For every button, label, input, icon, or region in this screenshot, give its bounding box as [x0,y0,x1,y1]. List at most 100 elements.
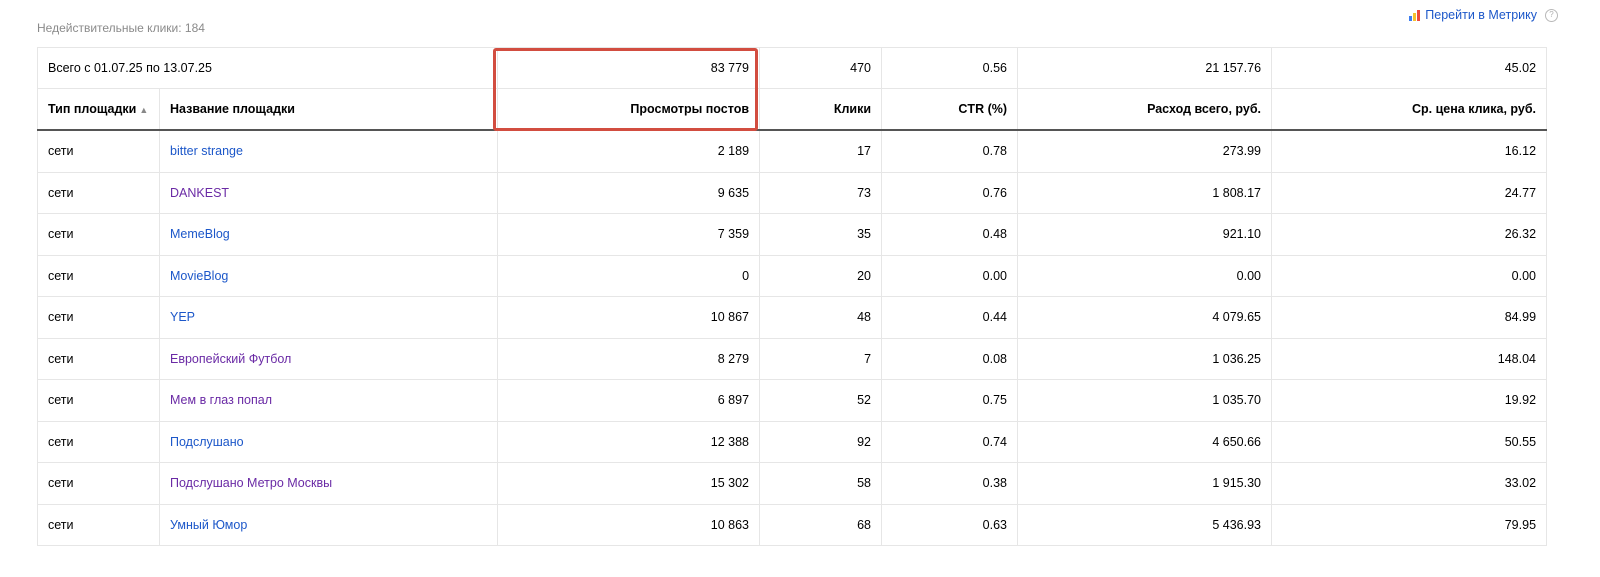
placement-type-cell: сети [37,213,160,256]
ctr-cell: 0.76 [881,171,1019,214]
spend-cell: 5 436.93 [1017,503,1273,546]
cpc-cell: 26.32 [1271,213,1548,256]
total-row: Всего с 01.07.25 по 13.07.25 83 779 470 … [36,47,1548,89]
views-cell: 7 359 [497,213,761,256]
placement-type-cell: сети [37,254,160,297]
placement-type-cell: сети [37,129,160,173]
views-cell: 9 635 [497,171,761,214]
table-row: сети Умный Юмор 10 863 68 0.63 5 436.93 79.95 [37,503,1548,546]
ctr-cell: 0.38 [881,462,1019,505]
views-cell: 0 [497,254,761,297]
ctr-cell: 0.08 [881,337,1019,380]
views-cell: 12 388 [497,420,761,463]
cpc-cell: 24.77 [1271,171,1548,214]
spend-cell: 921.10 [1017,213,1273,256]
views-cell: 6 897 [497,379,761,422]
views-cell: 2 189 [497,129,761,173]
placement-name-cell: MemeBlog [158,213,499,256]
cpc-cell: 33.02 [1271,462,1548,505]
placement-name-link[interactable]: MovieBlog [170,268,229,283]
column-header-cpc[interactable]: Ср. цена клика, руб. [1271,88,1548,131]
clicks-cell: 58 [759,462,883,505]
placement-name-link[interactable]: bitter strange [170,144,243,159]
cpc-cell: 0.00 [1271,254,1548,297]
placement-name-link[interactable]: Европейский Футбол [170,351,292,366]
placement-type-cell: сети [37,462,160,505]
ctr-cell: 0.44 [881,296,1019,339]
table-row: сети Подслушано 12 388 92 0.74 4 650.66 50.55 [37,420,1548,463]
placement-name-cell: bitter strange [158,129,499,173]
column-header-ctr[interactable]: CTR (%) [881,88,1019,131]
go-to-metrika-link[interactable]: Перейти в Метрику ? [1409,8,1558,22]
views-cell: 10 867 [497,296,761,339]
placement-name-cell: Умный Юмор [158,503,499,546]
placement-type-cell: сети [37,337,160,380]
spend-cell: 4 650.66 [1017,420,1273,463]
total-cpc: 45.02 [1271,47,1548,89]
placement-name-cell: Европейский Футбол [158,337,499,380]
placement-type-cell: сети [37,171,160,214]
placement-name-link[interactable]: DANKEST [170,185,230,200]
placement-name-link[interactable]: MemeBlog [170,227,230,242]
views-cell: 10 863 [497,503,761,546]
clicks-cell: 35 [759,213,883,256]
spend-cell: 1 808.17 [1017,171,1273,214]
placement-name-link[interactable]: Умный Юмор [170,517,248,532]
column-header-clicks[interactable]: Клики [759,88,883,131]
clicks-cell: 68 [759,503,883,546]
placement-name-cell: Подслушано [158,420,499,463]
table-row: сети MovieBlog 0 20 0.00 0.00 0.00 [37,254,1548,297]
ctr-cell: 0.48 [881,213,1019,256]
table-row: сети YEP 10 867 48 0.44 4 079.65 84.99 [37,296,1548,339]
clicks-cell: 17 [759,129,883,173]
clicks-cell: 73 [759,171,883,214]
cpc-cell: 79.95 [1271,503,1548,546]
placement-name-link[interactable]: Мем в глаз попал [170,393,273,408]
placement-name-cell: Подслушано Метро Москвы [158,462,499,505]
total-clicks: 470 [759,47,883,89]
placement-name-cell: Мем в глаз попал [158,379,499,422]
placement-name-link[interactable]: Подслушано [170,434,244,449]
ctr-cell: 0.74 [881,420,1019,463]
column-header-type[interactable]: Тип площадки ▲ [37,88,160,131]
column-header-type-label: Тип площадки [48,102,137,116]
spend-cell: 4 079.65 [1017,296,1273,339]
table-row: сети DANKEST 9 635 73 0.76 1 808.17 24.77 [37,171,1548,214]
metrika-link-label: Перейти в Метрику [1425,8,1537,22]
total-views: 83 779 [497,47,761,89]
spend-cell: 1 915.30 [1017,462,1273,505]
placement-name-link[interactable]: Подслушано Метро Москвы [170,476,333,491]
ctr-cell: 0.75 [881,379,1019,422]
placement-name-cell: YEP [158,296,499,339]
table-row: сети bitter strange 2 189 17 0.78 273.99 16.12 [37,129,1548,173]
column-header-spend[interactable]: Расход всего, руб. [1017,88,1273,131]
column-header-name[interactable]: Название площадки [158,88,499,131]
placement-type-cell: сети [37,296,160,339]
cpc-cell: 84.99 [1271,296,1548,339]
views-cell: 8 279 [497,337,761,380]
clicks-cell: 7 [759,337,883,380]
column-header-views[interactable]: Просмотры постов [497,88,761,131]
total-spend: 21 157.76 [1017,47,1273,89]
table-row: сети MemeBlog 7 359 35 0.48 921.10 26.32 [37,213,1548,256]
invalid-clicks-text: Недействительные клики: 184 [37,21,205,35]
spend-cell: 0.00 [1017,254,1273,297]
spend-cell: 273.99 [1017,129,1273,173]
placement-type-cell: сети [37,503,160,546]
placement-name-link[interactable]: YEP [170,310,196,325]
sort-ascending-icon: ▲ [139,105,149,115]
placement-name-cell: DANKEST [158,171,499,214]
metrika-logo-icon [1409,9,1421,21]
help-icon[interactable]: ? [1545,8,1558,22]
table-row: сети Мем в глаз попал 6 897 52 0.75 1 035.70 1… [37,379,1548,422]
clicks-cell: 20 [759,254,883,297]
clicks-cell: 48 [759,296,883,339]
total-label: Всего с 01.07.25 по 13.07.25 [36,47,499,89]
spend-cell: 1 036.25 [1017,337,1273,380]
ctr-cell: 0.78 [881,129,1019,173]
cpc-cell: 50.55 [1271,420,1548,463]
clicks-cell: 92 [759,420,883,463]
cpc-cell: 19.92 [1271,379,1548,422]
table-rows: сети bitter strange 2 189 17 0.78 273.99 16.12… [37,129,1548,546]
